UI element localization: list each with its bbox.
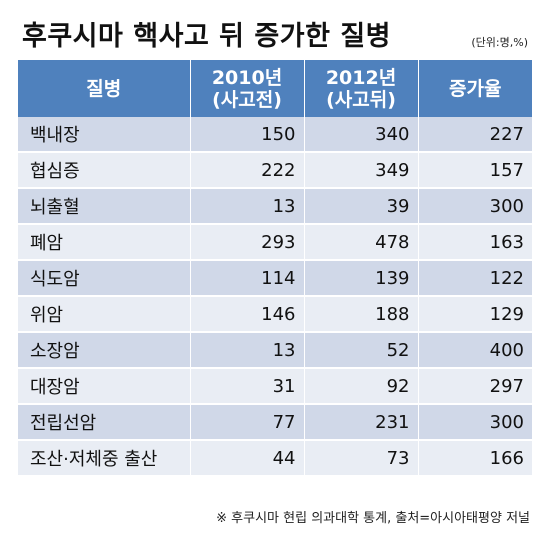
table-row: 폐암 293 478 163: [18, 224, 532, 261]
header-2012-year: 2012년: [325, 66, 397, 89]
increase-rate-cell: 400: [418, 332, 532, 369]
value-2010-cell: 150: [190, 117, 305, 153]
unit-note: (단위:명,%): [471, 36, 528, 49]
header-row: 질병 2010년 (사고전) 2012년 (사고뒤) 증가율: [18, 60, 532, 117]
value-2012-cell: 349: [304, 152, 419, 189]
value-2010-cell: 44: [190, 440, 305, 477]
page-title: 후쿠시마 핵사고 뒤 증가한 질병: [22, 21, 392, 52]
value-2012-cell: 39: [304, 188, 419, 225]
source-note: ※ 후쿠시마 현립 의과대학 통계, 출처=아시아태평양 저널: [216, 511, 530, 526]
disease-name-cell: 전립선암: [18, 404, 191, 441]
table-row: 전립선암 77 231 300: [18, 404, 532, 441]
header-2010-year: 2010년: [211, 66, 283, 89]
value-2010-cell: 31: [190, 368, 305, 405]
disease-name-cell: 소장암: [18, 332, 191, 369]
value-2012-cell: 73: [304, 440, 419, 477]
disease-name-cell: 식도암: [18, 260, 191, 297]
table-row: 소장암 13 52 400: [18, 332, 532, 369]
disease-name-cell: 협심증: [18, 152, 191, 189]
disease-name-cell: 대장암: [18, 368, 191, 405]
increase-rate-cell: 227: [418, 117, 532, 153]
header-2012-note: (사고뒤): [326, 88, 396, 111]
disease-name-cell: 조산·저체중 출산: [18, 440, 191, 477]
increase-rate-cell: 122: [418, 260, 532, 297]
value-2010-cell: 293: [190, 224, 305, 261]
increase-rate-cell: 163: [418, 224, 532, 261]
table-row: 협심증 222 349 157: [18, 152, 532, 189]
value-2012-cell: 478: [304, 224, 419, 261]
value-2012-cell: 231: [304, 404, 419, 441]
increase-rate-cell: 297: [418, 368, 532, 405]
table-row: 식도암 114 139 122: [18, 260, 532, 297]
increase-rate-cell: 300: [418, 188, 532, 225]
disease-name-cell: 백내장: [18, 117, 191, 153]
header-2010: 2010년 (사고전): [190, 60, 305, 117]
increase-rate-cell: 166: [418, 440, 532, 477]
disease-name-cell: 위암: [18, 296, 191, 333]
disease-name-cell: 폐암: [18, 224, 191, 261]
table-row: 위암 146 188 129: [18, 296, 532, 333]
value-2010-cell: 114: [190, 260, 305, 297]
value-2012-cell: 188: [304, 296, 419, 333]
table-row: 뇌출혈 13 39 300: [18, 188, 532, 225]
header-2012: 2012년 (사고뒤): [304, 60, 419, 117]
value-2010-cell: 222: [190, 152, 305, 189]
header-disease: 질병: [18, 60, 191, 117]
value-2012-cell: 52: [304, 332, 419, 369]
table-row: 조산·저체중 출산 44 73 166: [18, 440, 532, 477]
header-2010-note: (사고전): [212, 88, 282, 111]
disease-name-cell: 뇌출혈: [18, 188, 191, 225]
value-2012-cell: 340: [304, 117, 419, 153]
value-2010-cell: 13: [190, 332, 305, 369]
header-rate-label: 증가율: [449, 77, 502, 100]
value-2012-cell: 92: [304, 368, 419, 405]
value-2012-cell: 139: [304, 260, 419, 297]
disease-table: 질병 2010년 (사고전) 2012년 (사고뒤) 증가율 백내장 150 340 22…: [18, 60, 532, 477]
value-2010-cell: 77: [190, 404, 305, 441]
header-rate: 증가율: [418, 60, 532, 117]
table-row: 백내장 150 340 227: [18, 117, 532, 153]
table-row: 대장암 31 92 297: [18, 368, 532, 405]
increase-rate-cell: 157: [418, 152, 532, 189]
header-disease-label: 질병: [86, 77, 122, 100]
value-2010-cell: 13: [190, 188, 305, 225]
increase-rate-cell: 300: [418, 404, 532, 441]
increase-rate-cell: 129: [418, 296, 532, 333]
value-2010-cell: 146: [190, 296, 305, 333]
